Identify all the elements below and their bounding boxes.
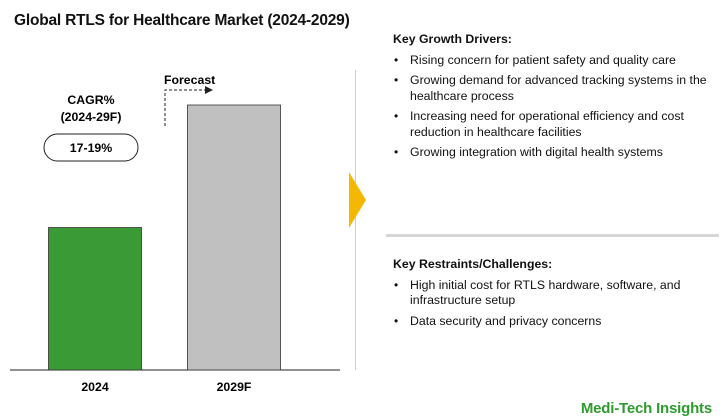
list-item: Growing integration with digital health … [393, 145, 718, 161]
forecast-arrow-head [205, 86, 213, 94]
drivers-list: Rising concern for patient safety and qu… [393, 53, 718, 161]
forecast-dashed-arrow [164, 89, 205, 126]
cagr-badge [43, 133, 139, 162]
bar-chart: Forecast CAGR% (2024-29F) 17-19% 2024 202… [10, 73, 340, 394]
cagr-period: (2024-29F) [61, 110, 122, 124]
cagr-label: CAGR% [67, 93, 114, 107]
list-item: Data security and privacy concerns [393, 314, 718, 330]
section-divider [386, 234, 719, 237]
cagr-value: 17-19% [70, 141, 112, 155]
list-item: Increasing need for operational efficien… [393, 109, 718, 140]
drivers-heading: Key Growth Drivers: [393, 32, 512, 46]
bar-2024 [48, 227, 142, 371]
x-tick-label: 2024 [81, 380, 109, 394]
forecast-label: Forecast [164, 73, 215, 87]
restraints-list: High initial cost for RTLS hardware, sof… [393, 278, 718, 330]
arrow-right-icon [349, 172, 366, 228]
chart-title: Global RTLS for Healthcare Market (2024-… [14, 12, 350, 29]
list-item: High initial cost for RTLS hardware, sof… [393, 278, 718, 309]
restraints-panel: Key Restraints/Challenges: High initial … [393, 257, 718, 334]
list-item: Rising concern for patient safety and qu… [393, 53, 718, 69]
x-tick-label: 2029F [217, 380, 252, 394]
list-item: Growing demand for advanced tracking sys… [393, 73, 718, 104]
brand-logo-text: Medi-Tech Insights [580, 400, 712, 417]
restraints-heading: Key Restraints/Challenges: [393, 257, 553, 271]
bar-2029F [187, 104, 281, 371]
growth-drivers-panel: Key Growth Drivers: Rising concern for p… [393, 32, 718, 166]
